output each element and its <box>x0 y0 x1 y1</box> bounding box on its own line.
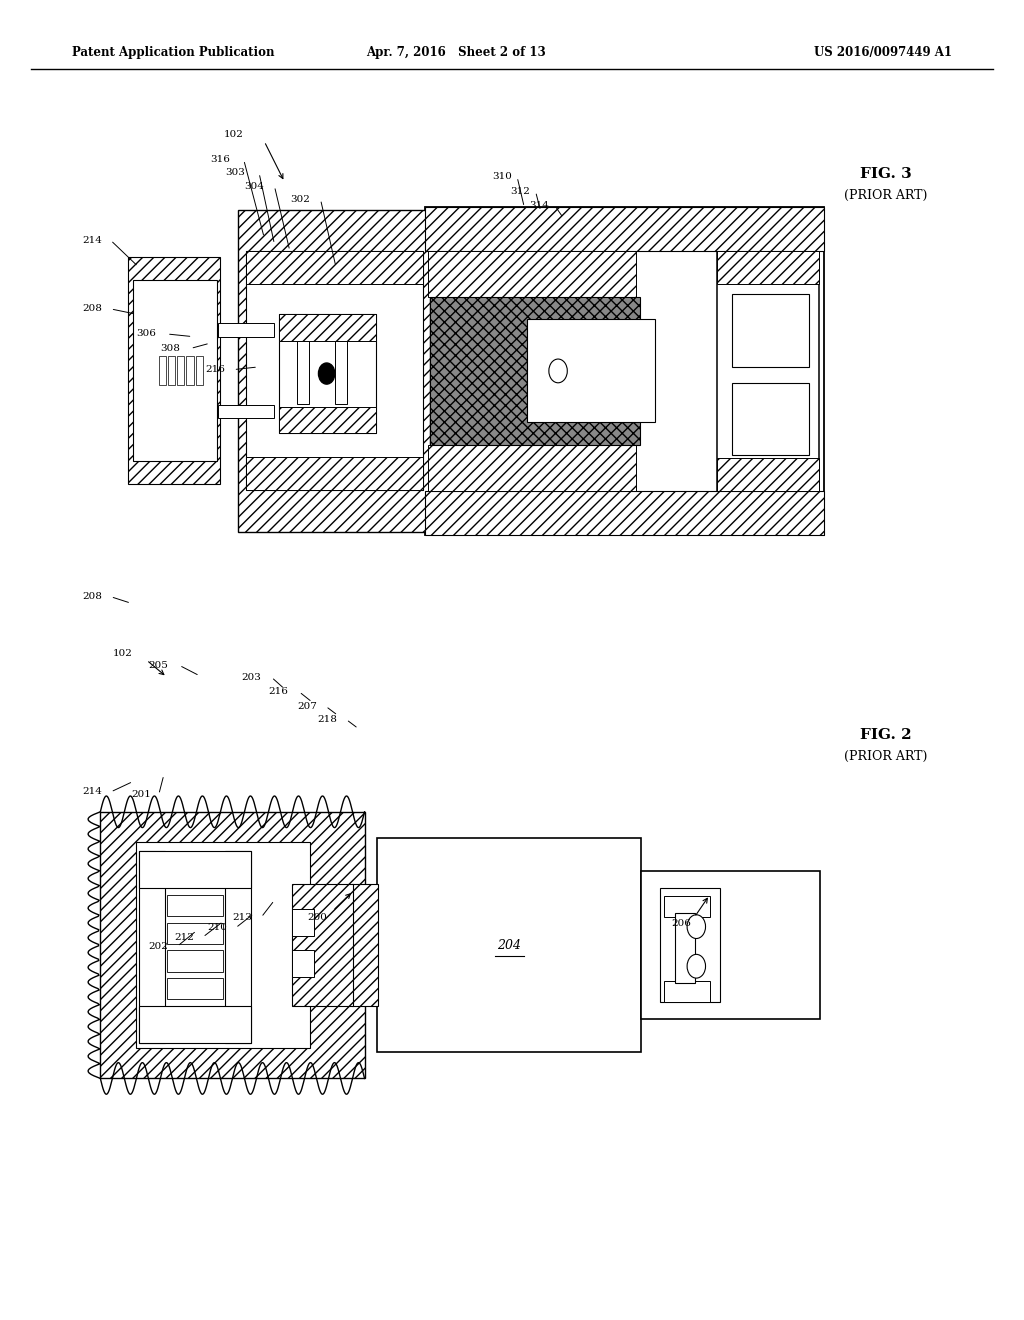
Bar <box>139 851 165 1043</box>
Text: FIG. 3: FIG. 3 <box>860 168 911 181</box>
Bar <box>139 1006 251 1043</box>
Text: 304: 304 <box>244 182 264 190</box>
Text: 314: 314 <box>529 202 550 210</box>
Text: US 2016/0097449 A1: US 2016/0097449 A1 <box>814 46 952 59</box>
Bar <box>430 297 640 445</box>
Bar <box>428 251 636 297</box>
Text: (PRIOR ART): (PRIOR ART) <box>844 750 928 763</box>
Text: 206: 206 <box>671 920 691 928</box>
Bar <box>167 950 223 972</box>
Text: 212: 212 <box>174 933 195 941</box>
Bar <box>377 838 641 1052</box>
Text: Apr. 7, 2016   Sheet 2 of 13: Apr. 7, 2016 Sheet 2 of 13 <box>366 46 546 59</box>
Bar <box>297 341 309 404</box>
Bar <box>660 888 720 1002</box>
Text: 216: 216 <box>205 366 225 374</box>
Bar <box>139 851 251 888</box>
Bar <box>196 356 203 385</box>
Text: 205: 205 <box>148 661 169 669</box>
Bar <box>136 842 310 1048</box>
Text: 202: 202 <box>148 942 169 950</box>
Text: 203: 203 <box>241 673 261 681</box>
Bar <box>292 884 353 1006</box>
Bar <box>664 896 710 917</box>
Bar <box>128 257 220 484</box>
Text: 302: 302 <box>290 195 310 203</box>
Text: 303: 303 <box>225 169 246 177</box>
Circle shape <box>687 954 706 978</box>
Bar <box>352 884 378 1006</box>
Text: 208: 208 <box>82 593 102 601</box>
Text: 102: 102 <box>113 649 133 657</box>
Bar <box>246 251 423 490</box>
Text: 208: 208 <box>82 305 102 313</box>
Bar <box>292 909 314 936</box>
Text: 306: 306 <box>136 330 157 338</box>
Text: 218: 218 <box>317 715 338 723</box>
Circle shape <box>687 915 706 939</box>
Bar <box>717 251 819 284</box>
Text: 308: 308 <box>160 345 180 352</box>
Text: 102: 102 <box>223 131 244 139</box>
Bar <box>527 319 655 422</box>
Bar <box>246 251 423 284</box>
Text: 204: 204 <box>497 939 521 952</box>
Text: (PRIOR ART): (PRIOR ART) <box>844 189 928 202</box>
Bar <box>717 251 819 491</box>
Bar <box>218 323 274 337</box>
Text: 213: 213 <box>232 913 253 921</box>
Bar <box>218 405 274 418</box>
Bar <box>425 207 824 535</box>
Text: 216: 216 <box>268 688 289 696</box>
Bar <box>100 812 365 1078</box>
Text: 201: 201 <box>131 791 152 799</box>
Text: 214: 214 <box>82 788 102 796</box>
Text: FIG. 2: FIG. 2 <box>860 729 911 742</box>
Bar <box>641 871 820 1019</box>
Text: 310: 310 <box>492 173 512 181</box>
Bar <box>168 356 175 385</box>
Bar <box>133 280 217 461</box>
Bar <box>167 978 223 999</box>
Bar <box>167 923 223 944</box>
Bar <box>732 294 809 367</box>
Bar <box>664 981 710 1002</box>
Text: Patent Application Publication: Patent Application Publication <box>72 46 274 59</box>
Bar <box>279 314 376 341</box>
Text: 214: 214 <box>82 236 102 244</box>
Bar <box>425 491 824 535</box>
Bar <box>675 913 695 983</box>
Bar <box>186 356 194 385</box>
Bar <box>428 445 636 491</box>
Text: 207: 207 <box>297 702 317 710</box>
Bar <box>732 383 809 455</box>
Text: 316: 316 <box>210 156 230 164</box>
Bar <box>167 895 223 916</box>
Text: 312: 312 <box>510 187 530 195</box>
Bar <box>335 341 347 404</box>
Bar <box>177 356 184 385</box>
Text: 210: 210 <box>207 924 227 932</box>
Bar <box>279 314 376 433</box>
Bar <box>292 950 314 977</box>
Bar <box>246 457 423 490</box>
Bar <box>717 458 819 491</box>
Circle shape <box>318 363 335 384</box>
Bar <box>425 207 824 251</box>
Text: 200: 200 <box>307 913 328 921</box>
Bar <box>279 407 376 433</box>
Bar <box>159 356 166 385</box>
Bar <box>238 210 430 532</box>
Bar <box>225 851 251 1043</box>
